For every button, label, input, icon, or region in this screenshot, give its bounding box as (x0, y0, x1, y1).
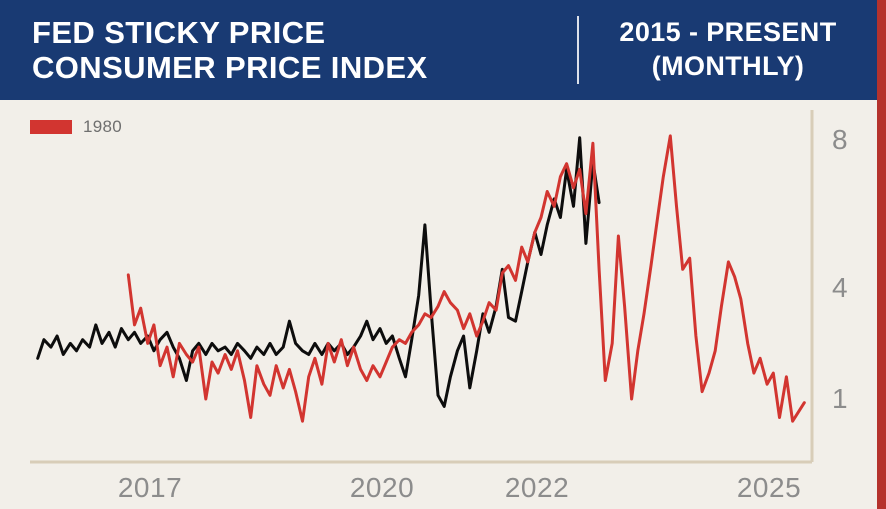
title-line-2: CONSUMER PRICE INDEX (32, 50, 428, 85)
x-tick-2020: 2020 (349, 472, 415, 503)
title-line-1: FED STICKY PRICE (32, 14, 326, 50)
x-tick-2017: 2017 (117, 472, 183, 503)
header: FED STICKY PRICE CONSUMER PRICE INDEX 20… (0, 0, 886, 100)
page-title: FED STICKY PRICE CONSUMER PRICE INDEX (0, 15, 545, 86)
legend-label-1980: 1980 (83, 117, 123, 136)
period-line-2: (MONTHLY) (651, 51, 805, 81)
period-line-1: 2015 - PRESENT (619, 17, 837, 48)
legend-swatch-1980 (30, 120, 72, 134)
period-label: 2015 - PRESENT (MONTHLY) (579, 0, 877, 100)
right-edge-accent-bar (877, 0, 886, 509)
y-tick-8: 8 (831, 124, 849, 155)
x-tick-2025: 2025 (736, 472, 802, 503)
y-tick-1: 1 (831, 383, 849, 414)
series-line-1980 (126, 134, 806, 423)
header-divider (577, 16, 579, 84)
legend: 1980 (30, 117, 122, 137)
y-tick-4: 4 (831, 272, 849, 303)
series-line-2015-present (36, 136, 601, 408)
x-tick-2022: 2022 (504, 472, 570, 503)
